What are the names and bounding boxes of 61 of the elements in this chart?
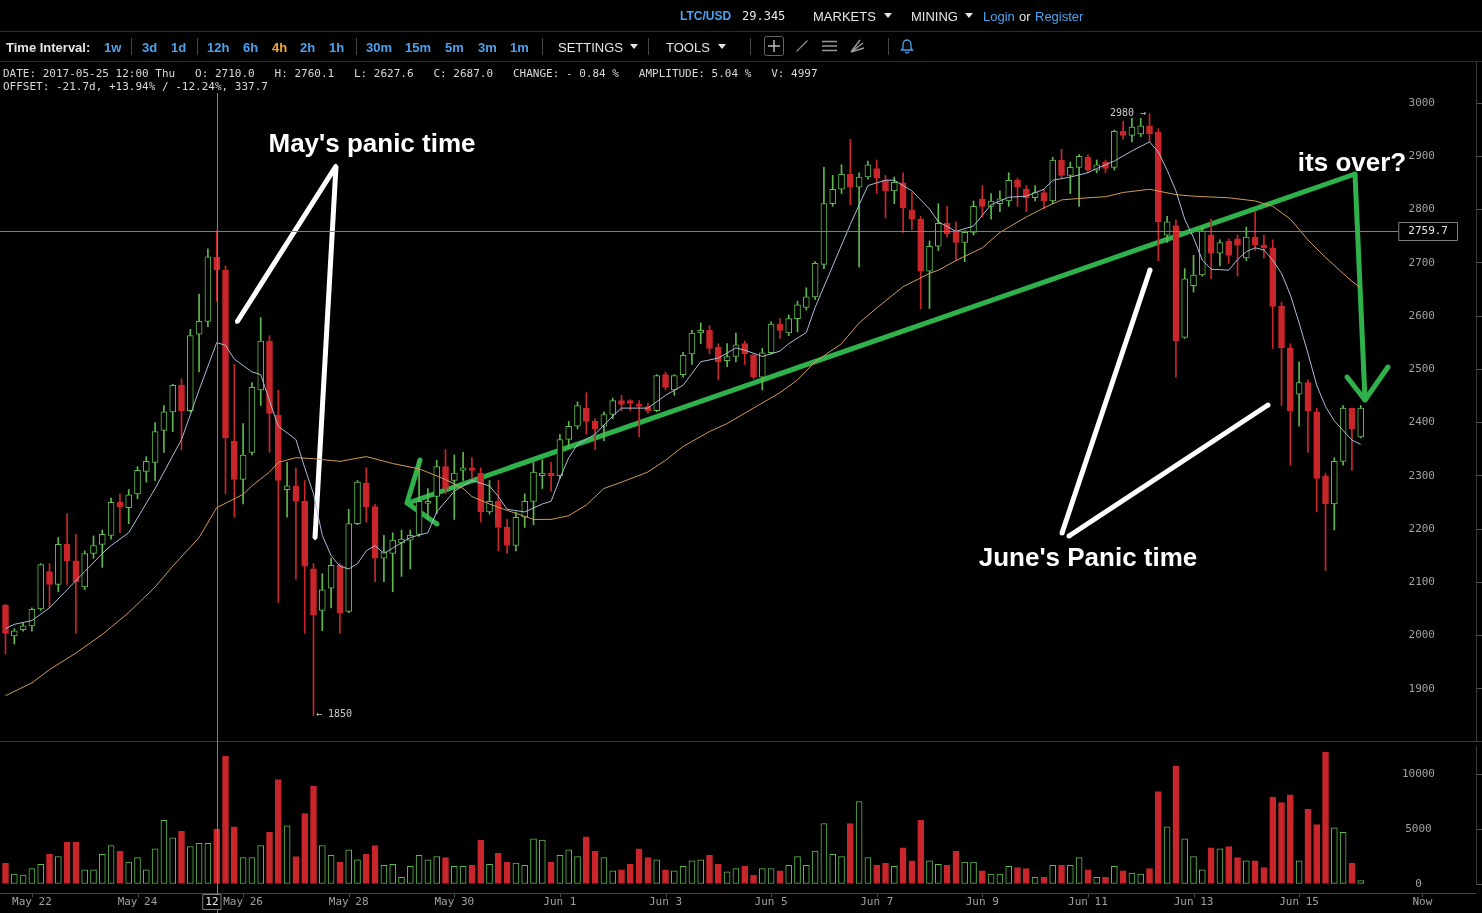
x-tick-label: Jun 3 [648,895,683,909]
y-tick-label: 2300 [1408,468,1435,482]
text: 15m [405,39,432,54]
y-tick-label: 10000 [1401,766,1436,780]
text: Register [1035,8,1084,23]
annotation: 2980 → [1109,106,1146,118]
y-tick-label: 2200 [1408,521,1435,535]
x-tick-label: Jun 11 [1068,895,1108,909]
x-tick-label: May 24 [117,895,158,909]
y-tick-label: 1900 [1408,681,1435,695]
text: 3m [478,39,497,54]
text: TOOLS [666,39,710,54]
text: OFFSET: -21.7d, +13.94% / -12.24%, 337.7 [3,80,268,93]
text: 2h [300,39,316,54]
text: or [1019,8,1031,23]
x-tick-label: May 28 [328,895,369,909]
text: 29.345 [742,8,786,23]
y-tick-label: 2700 [1408,255,1435,269]
text: LTC/USD [680,8,732,23]
text: 1w [104,39,122,54]
annotation: June's Panic time [978,541,1198,572]
text: Time Interval: [6,39,91,54]
y-tick-label: 2100 [1408,575,1435,589]
text: DATE: 2017-05-25 12:00 Thu O: 2710.0 H: 2760.1 L: 2627.6 C: 2687.0 CHANGE: - 0.84 % AMPLITUDE: 5.04 % V: 4997 [3,67,818,80]
text: Login [983,8,1015,23]
text: 4h [272,39,288,54]
y-tick-label: 2900 [1408,149,1435,163]
x-tick-label: Jun 9 [965,895,999,909]
y-tick-label: 2000 [1408,628,1435,642]
y-tick-label: 0 [1415,876,1422,890]
x-tick-label: May 26 [223,895,263,909]
text: 30m [366,39,393,54]
text: MARKETS [813,8,876,23]
text: MINING [911,8,958,23]
annotation: ← 1850 [316,707,353,719]
y-tick-label: 2500 [1408,362,1435,376]
text: SETTINGS [558,39,624,54]
y-tick-label: 2400 [1408,415,1435,429]
x-tick-label: May 22 [12,895,52,909]
ref-line-label: 2759.7 [1408,224,1449,238]
x-tick-label: Jun 15 [1279,895,1319,909]
text: 12h [207,39,230,54]
ref-line-label: 12 [205,894,219,908]
x-tick-label: Jun 13 [1173,895,1214,909]
text: 1m [510,39,529,54]
y-tick-label: 2600 [1408,308,1435,322]
y-tick-label: 3000 [1408,95,1435,109]
y-tick-label: 5000 [1405,821,1432,835]
text: 3d [142,39,158,54]
text: 1d [171,39,187,54]
x-tick-label: Jun 7 [860,895,894,909]
annotation: May's panic time [268,127,476,158]
x-tick-label: Jun 1 [543,895,577,909]
text: 1h [329,39,345,54]
x-tick-label: Jun 5 [754,895,788,909]
x-tick-label: May 30 [434,895,475,909]
x-tick-label: Now [1412,895,1433,909]
annotation: its over? [1297,146,1407,177]
y-tick-label: 2800 [1408,202,1435,216]
text: 6h [243,39,259,54]
text: 5m [445,39,464,54]
